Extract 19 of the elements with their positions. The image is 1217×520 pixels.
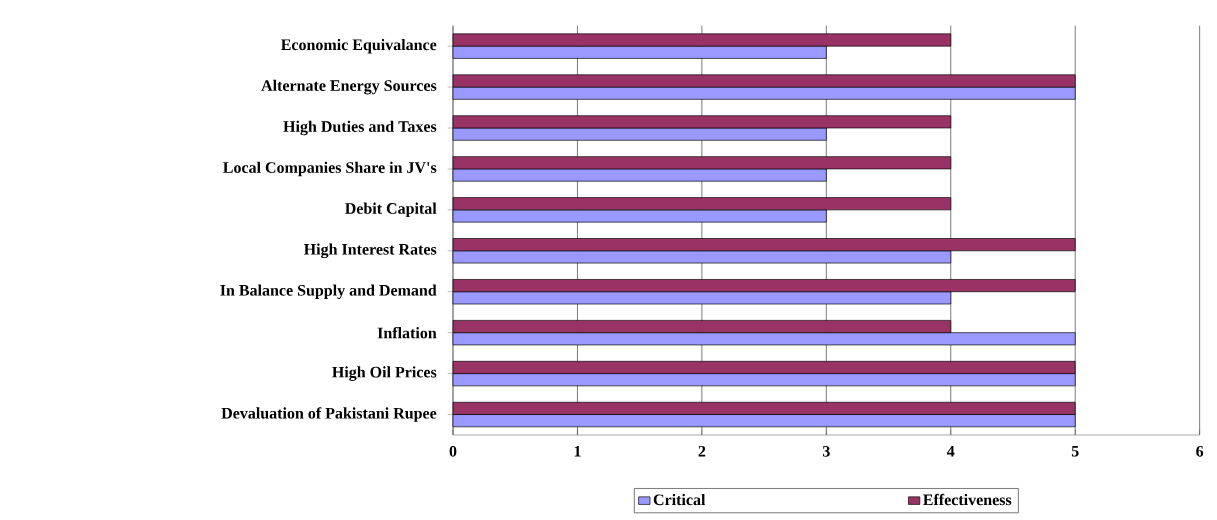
x-tick-label: 0: [449, 445, 457, 457]
y-tick-label: Devaluation of Pakistani Rupee: [221, 407, 437, 422]
x-tick-label: 3: [822, 445, 830, 457]
x-tick-label: 5: [1071, 445, 1079, 457]
legend-label: Critical: [653, 493, 706, 506]
x-tick-label: 2: [698, 445, 706, 457]
x-tick-label: 4: [946, 445, 955, 457]
y-tick-label: Alternate Energy Sources: [261, 79, 437, 95]
y-tick-label: High Oil Prices: [332, 366, 437, 381]
y-tick-label: Debit Capital: [345, 202, 437, 218]
x-tick-label: 6: [1196, 445, 1204, 457]
y-tick-label: High Interest Rates: [303, 243, 437, 259]
y-tick-label: High Duties and Taxes: [283, 120, 437, 136]
legend-label: Effectiveness: [923, 493, 1012, 506]
y-tick-label: In Balance Supply and Demand: [220, 284, 437, 299]
y-tick-label: Inflation: [377, 326, 437, 339]
x-tick-label: 1: [574, 445, 581, 457]
y-tick-label: Local Companies Share in JV's: [223, 161, 437, 177]
y-tick-label: Economic Equivalance: [281, 38, 437, 54]
